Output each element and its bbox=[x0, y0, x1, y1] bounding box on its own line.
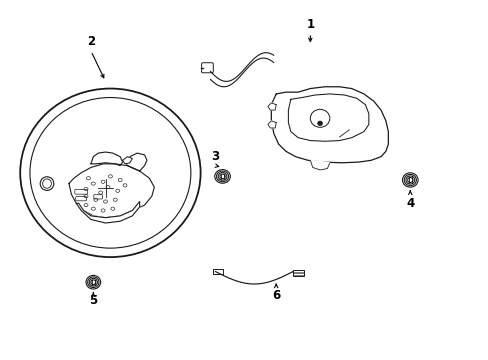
Polygon shape bbox=[288, 94, 368, 141]
Text: 2: 2 bbox=[87, 35, 95, 49]
Polygon shape bbox=[267, 121, 276, 128]
Text: 6: 6 bbox=[271, 289, 280, 302]
Text: 4: 4 bbox=[406, 197, 413, 210]
Polygon shape bbox=[125, 153, 147, 171]
Polygon shape bbox=[267, 103, 276, 110]
Ellipse shape bbox=[86, 275, 101, 289]
Polygon shape bbox=[271, 87, 387, 163]
Text: 1: 1 bbox=[305, 18, 314, 31]
Polygon shape bbox=[122, 157, 132, 164]
Ellipse shape bbox=[317, 121, 322, 126]
Polygon shape bbox=[76, 202, 140, 223]
Text: 3: 3 bbox=[211, 150, 219, 163]
Polygon shape bbox=[91, 152, 122, 166]
Polygon shape bbox=[69, 164, 154, 218]
Ellipse shape bbox=[214, 170, 230, 183]
Text: 5: 5 bbox=[89, 294, 97, 307]
Ellipse shape bbox=[402, 173, 417, 187]
Polygon shape bbox=[310, 160, 329, 170]
